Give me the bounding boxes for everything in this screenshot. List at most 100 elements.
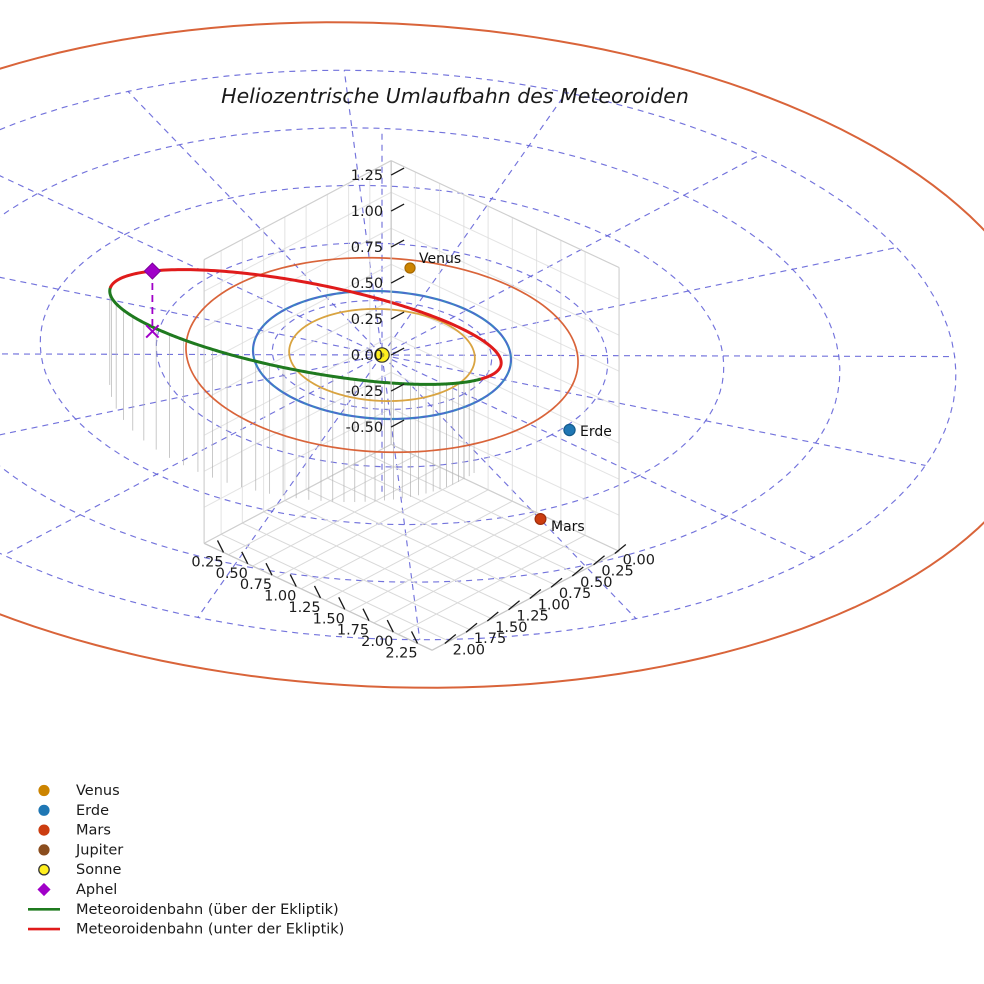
mars-marker — [534, 512, 547, 525]
z-tick-label: 0.25 — [351, 312, 383, 328]
y-tick-label: 0.25 — [601, 564, 633, 580]
legend-item[interactable]: Mars — [38, 823, 111, 839]
y-axis-tick — [486, 611, 499, 622]
x-tick-label: 0.50 — [216, 566, 248, 582]
z-axis-tick — [390, 167, 405, 176]
aphelion-group — [145, 271, 160, 339]
y-tick-label: 1.25 — [516, 609, 548, 625]
y-axis-tick — [593, 555, 605, 566]
mars-orbit — [185, 256, 579, 454]
x-axis-tick — [241, 551, 249, 565]
y-axis-tick — [465, 622, 478, 633]
z-tick-label: 1.25 — [351, 168, 383, 184]
venus-orbit — [288, 308, 476, 402]
x-axis-tick — [362, 608, 370, 621]
z-axis-tick — [390, 275, 405, 284]
axis-ticks: 1.251.000.750.500.250.00-0.25-0.500.250.… — [191, 160, 655, 661]
z-axis-tick — [390, 239, 405, 248]
x-tick-label: 0.25 — [191, 554, 223, 570]
legend-item-label: Aphel — [76, 882, 117, 898]
y-tick-label: 1.75 — [474, 631, 506, 647]
y-tick-label: 1.00 — [538, 597, 570, 613]
legend-circle-marker — [38, 784, 50, 797]
legend-item-label: Jupiter — [75, 842, 123, 858]
y-tick-label: 2.00 — [453, 642, 485, 658]
meteoroid-orbit-below — [109, 268, 503, 381]
legend-item[interactable]: Erde — [38, 803, 109, 819]
aphel-marker — [143, 262, 162, 280]
y-axis-tick — [529, 588, 542, 599]
y-axis-tick — [614, 543, 627, 554]
legend-item-label: Meteoroidenbahn (über der Ekliptik) — [76, 902, 339, 918]
legend-item-label: Sonne — [76, 862, 121, 878]
z-axis-tick — [390, 419, 405, 428]
x-axis-tick — [313, 585, 322, 599]
x-axis-tick — [410, 631, 419, 644]
z-tick-label: 1.00 — [351, 204, 383, 220]
meteoroid-orbit-above — [108, 285, 461, 386]
x-tick-label: 0.75 — [240, 577, 272, 593]
legend-item-label: Meteoroidenbahn (unter der Ekliptik) — [76, 922, 344, 938]
planet-orbits — [0, 21, 984, 689]
venus-label: Venus — [419, 251, 461, 267]
legend-item-label: Venus — [76, 783, 120, 799]
erde-marker — [563, 423, 576, 437]
meteoroid-orbit — [108, 268, 503, 386]
x-axis-tick — [289, 574, 297, 587]
legend-item[interactable]: Meteoroidenbahn (unter der Ekliptik) — [28, 922, 344, 938]
legend-item-label: Mars — [76, 823, 111, 839]
z-axis-tick — [390, 311, 405, 320]
y-tick-label: 1.50 — [495, 620, 527, 636]
legend-circle-marker — [38, 844, 50, 856]
x-axis-tick — [265, 562, 273, 576]
aphelion-projection-x-marker — [145, 324, 160, 339]
z-axis-tick — [390, 347, 405, 356]
legend-circle-marker — [38, 863, 50, 876]
x-tick-label: 1.50 — [313, 611, 345, 627]
body-markers — [143, 262, 576, 525]
legend: Venus Erde Mars Jupiter Sonne Aphel Meteoroide… — [28, 783, 344, 938]
legend-item[interactable]: Sonne — [38, 862, 122, 878]
x-axis-tick — [386, 619, 394, 633]
z-tick-label: -0.25 — [346, 384, 384, 400]
z-axis-tick — [390, 203, 405, 212]
legend-item[interactable]: Meteoroidenbahn (über der Ekliptik) — [28, 902, 339, 918]
y-axis-tick — [444, 633, 457, 644]
y-axis-line — [431, 550, 620, 651]
legend-item[interactable]: Aphel — [37, 882, 117, 898]
x-axis-tick — [338, 596, 346, 610]
x-axis-tick — [216, 540, 225, 553]
y-tick-label: 0.75 — [559, 586, 591, 602]
jupiter-orbit — [0, 21, 984, 689]
y-axis-tick — [550, 577, 563, 588]
z-tick-label: -0.50 — [346, 420, 384, 436]
y-tick-label: 0.00 — [623, 552, 655, 568]
ecliptic-polar-grid — [0, 69, 957, 641]
x-tick-label: 2.25 — [385, 645, 417, 661]
y-axis-tick — [508, 600, 520, 611]
venus-marker — [404, 262, 416, 274]
z-tick-label: 0.00 — [351, 348, 383, 364]
z-axis-tick — [390, 383, 405, 392]
y-tick-label: 0.50 — [580, 575, 612, 591]
legend-item[interactable]: Venus — [38, 783, 120, 799]
meteoroid-orbit-above — [457, 377, 481, 385]
x-tick-label: 1.25 — [288, 600, 320, 616]
x-tick-label: 2.00 — [361, 634, 393, 650]
axis-panes-grid — [203, 160, 620, 651]
sonne-core — [379, 352, 385, 358]
mars-label: Mars — [551, 519, 585, 535]
orbit-drop-stems — [109, 291, 475, 503]
z-tick-label: 0.75 — [351, 240, 383, 256]
x-tick-label: 1.00 — [264, 589, 296, 605]
y-axis-tick — [571, 566, 584, 577]
erde-label: Erde — [580, 424, 612, 440]
page-title: Heliozentrische Umlaufbahn des Meteoroid… — [221, 84, 689, 108]
z-tick-label: 0.50 — [351, 276, 383, 292]
legend-item[interactable]: Jupiter — [38, 842, 124, 858]
legend-circle-marker — [38, 824, 50, 836]
legend-item-label: Erde — [76, 803, 109, 819]
legend-diamond-marker — [37, 882, 51, 897]
x-axis-line — [203, 542, 433, 651]
